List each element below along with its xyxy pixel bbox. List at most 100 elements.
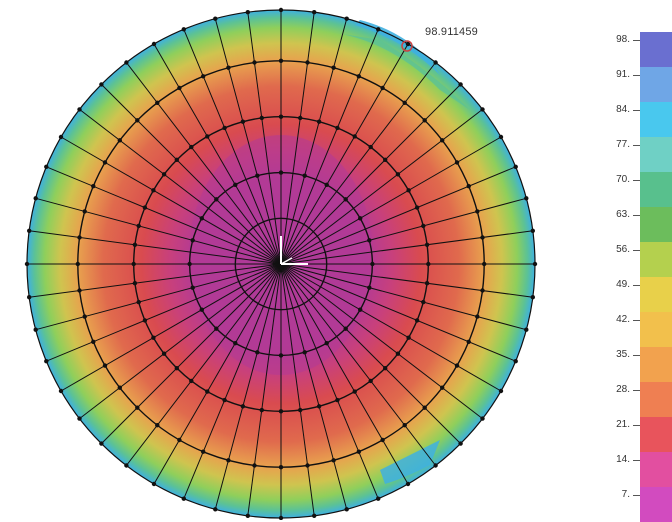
probe-value-label: 98.911459 bbox=[425, 26, 478, 38]
mesh-node bbox=[24, 261, 30, 267]
mesh-node bbox=[213, 507, 218, 512]
mesh-spoke bbox=[79, 263, 282, 419]
mesh-spoke bbox=[280, 197, 527, 265]
mesh-node bbox=[151, 188, 156, 193]
mesh-spoke bbox=[46, 263, 282, 362]
mesh-node bbox=[174, 157, 179, 162]
mesh-spoke bbox=[126, 62, 282, 265]
mesh-spoke bbox=[101, 84, 282, 265]
mesh-node bbox=[245, 513, 250, 518]
mesh-spoke bbox=[101, 263, 282, 444]
mesh-node bbox=[482, 261, 487, 267]
legend-tick-mark bbox=[633, 215, 640, 216]
legend-tick-label: 35. bbox=[616, 349, 630, 360]
mesh-node bbox=[226, 458, 231, 463]
mesh-node bbox=[352, 134, 357, 139]
legend-tick-label: 14. bbox=[616, 454, 630, 465]
mesh-node bbox=[240, 119, 246, 124]
mesh-node bbox=[33, 196, 38, 201]
mesh-node bbox=[383, 366, 388, 371]
mesh-node bbox=[356, 449, 361, 454]
mesh-node bbox=[136, 299, 141, 305]
legend-swatch bbox=[640, 67, 672, 102]
legend-tick-label: 49. bbox=[616, 279, 630, 290]
mesh-node bbox=[376, 27, 381, 32]
mesh-node bbox=[370, 261, 375, 267]
mesh-node bbox=[480, 235, 485, 240]
mesh-node bbox=[422, 118, 427, 123]
mesh-node bbox=[135, 118, 140, 123]
mesh-spoke bbox=[35, 197, 282, 265]
legend-swatch bbox=[640, 277, 672, 312]
legend-tick-label: 56. bbox=[616, 244, 630, 255]
mesh-spoke bbox=[35, 263, 282, 331]
mesh-node bbox=[199, 216, 204, 221]
mesh-node bbox=[27, 295, 32, 300]
mesh-node bbox=[77, 416, 82, 421]
mesh-spoke bbox=[280, 263, 409, 485]
mesh-node bbox=[466, 184, 471, 189]
mesh-node bbox=[278, 170, 284, 175]
mesh-node bbox=[278, 114, 284, 119]
legend-tick-label: 70. bbox=[616, 174, 630, 185]
mesh-node bbox=[132, 281, 138, 286]
mesh-node bbox=[475, 314, 480, 319]
mesh-node bbox=[201, 74, 206, 79]
mesh-spoke bbox=[280, 136, 502, 265]
mesh-spoke bbox=[214, 263, 282, 510]
mesh-node bbox=[252, 463, 257, 468]
mesh-node bbox=[255, 350, 260, 355]
mesh-node bbox=[305, 463, 310, 468]
mesh-spoke bbox=[280, 43, 409, 265]
mesh-node bbox=[161, 351, 167, 356]
mesh-node bbox=[480, 416, 485, 421]
mesh-spoke bbox=[46, 166, 282, 265]
legend-tick-mark bbox=[633, 390, 640, 391]
mesh-node bbox=[226, 65, 231, 70]
probe-marker[interactable] bbox=[401, 40, 413, 52]
legend-swatch bbox=[640, 417, 672, 452]
mesh-spoke bbox=[280, 84, 461, 265]
mesh-node bbox=[302, 173, 307, 178]
mesh-node bbox=[383, 157, 388, 162]
mesh-node bbox=[124, 463, 129, 468]
mesh-node bbox=[498, 134, 504, 140]
legend-tick-label: 77. bbox=[616, 139, 630, 150]
mesh-node bbox=[174, 366, 179, 371]
mesh-node bbox=[433, 60, 438, 65]
mesh-spoke bbox=[214, 18, 282, 265]
mesh-node bbox=[344, 507, 349, 512]
legend-swatch bbox=[640, 487, 672, 522]
mesh-node bbox=[77, 288, 82, 293]
mesh-node bbox=[368, 144, 373, 150]
mesh-node bbox=[367, 285, 372, 290]
mesh-node bbox=[524, 327, 529, 332]
mesh-node bbox=[316, 119, 322, 124]
mesh-spoke bbox=[183, 263, 282, 499]
mesh-node bbox=[466, 339, 471, 344]
mesh-node bbox=[524, 196, 529, 201]
mesh-node bbox=[424, 242, 430, 247]
mesh-spoke bbox=[280, 230, 533, 265]
legend-tick-mark bbox=[633, 495, 640, 496]
legend-tick-label: 28. bbox=[616, 384, 630, 395]
mesh-node bbox=[324, 182, 329, 187]
mesh-node bbox=[312, 513, 317, 518]
legend-tick-mark bbox=[633, 110, 640, 111]
mesh-node bbox=[405, 41, 411, 47]
mesh-node bbox=[233, 341, 238, 346]
mesh-node bbox=[190, 238, 195, 243]
mesh-node bbox=[454, 160, 460, 165]
mesh-node bbox=[343, 197, 348, 202]
mesh-node bbox=[77, 235, 82, 240]
mesh-node bbox=[222, 125, 227, 131]
mesh-node bbox=[259, 407, 264, 413]
mesh-node bbox=[356, 74, 361, 79]
mesh-node bbox=[421, 299, 426, 305]
legend-tick-mark bbox=[633, 75, 640, 76]
legend-tick-label: 91. bbox=[616, 69, 630, 80]
mesh-spoke bbox=[280, 263, 379, 499]
mesh-node bbox=[117, 385, 123, 390]
mesh-node bbox=[259, 115, 264, 121]
mesh-node bbox=[58, 134, 64, 140]
